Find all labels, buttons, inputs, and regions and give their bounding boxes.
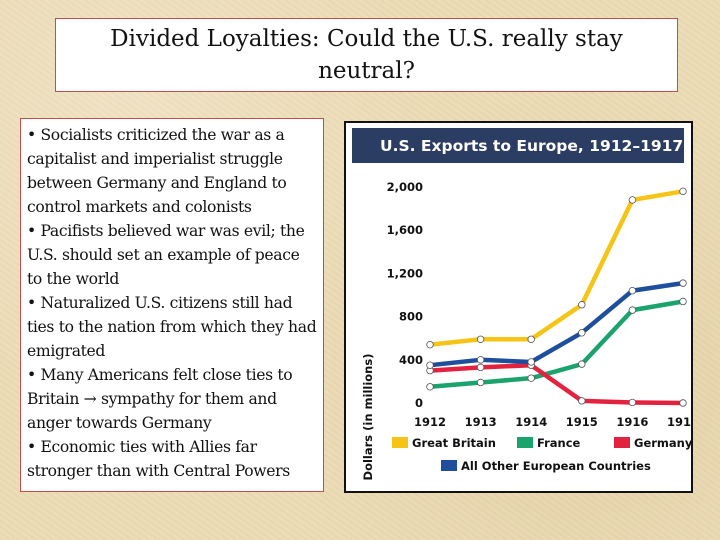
legend-label: France [537, 436, 581, 450]
legend-swatch [517, 437, 533, 448]
y-tick-label: 1,200 [387, 266, 423, 280]
chart-frame: U.S. Exports to Europe, 1912–1917 Dollar… [344, 121, 693, 493]
series-line-great-britain [427, 189, 686, 347]
y-tick-label: 400 [399, 353, 423, 367]
chart-title: U.S. Exports to Europe, 1912–1917 [380, 136, 684, 155]
data-point-germany [628, 398, 637, 407]
export-line-chart: Dollars (in millions) 0 400 800 1,200 1,600 2… [361, 180, 691, 481]
data-point-germany [578, 397, 586, 405]
legend-label: All Other European Countries [461, 459, 651, 473]
data-point-great-britain [426, 340, 434, 349]
data-point-france [426, 383, 434, 391]
data-point-great-britain [628, 196, 637, 204]
bullet-4: • Many Americans felt close ties to Brit… [27, 366, 293, 432]
y-tick-label: 2,000 [387, 180, 423, 194]
bullet-5: • Economic ties with Allies far stronger… [27, 438, 290, 480]
x-tick-label: 1917 [667, 415, 691, 429]
series-line-france [427, 299, 686, 390]
data-point-great-britain [679, 187, 687, 196]
data-point-all-other-european-countries [628, 286, 637, 295]
data-point-great-britain [476, 335, 485, 343]
bullet-1: • Socialists criticized the war as a cap… [27, 126, 287, 216]
data-point-france [628, 306, 637, 314]
chart-title-bar: U.S. Exports to Europe, 1912–1917 [352, 128, 684, 163]
data-point-all-other-european-countries [426, 361, 434, 369]
data-point-all-other-european-countries [679, 279, 687, 287]
series-line-germany [427, 362, 686, 406]
data-point-germany [679, 399, 687, 407]
bullet-2: • Pacifists believed war was evil; the U… [27, 222, 305, 288]
slide-title-box: Divided Loyalties: Could the U.S. really… [55, 18, 678, 92]
slide-title: Divided Loyalties: Could the U.S. really… [110, 26, 623, 84]
data-point-france [527, 374, 535, 382]
y-axis-label: Dollars (in millions) [361, 354, 375, 481]
legend-label: Germany [634, 436, 691, 450]
y-tick-label: 0 [415, 396, 423, 410]
x-tick-label: 1914 [515, 415, 547, 429]
data-point-france [476, 378, 485, 387]
y-tick-label: 1,600 [387, 223, 423, 237]
legend-swatch [614, 437, 630, 448]
legend-swatch [392, 437, 408, 448]
x-tick-label: 1913 [465, 415, 497, 429]
bullet-3: • Naturalized U.S. citizens still had ti… [27, 294, 317, 360]
legend-swatch [441, 460, 457, 471]
data-point-great-britain [527, 335, 535, 343]
y-tick-label: 800 [399, 310, 423, 324]
x-tick-label: 1916 [616, 415, 648, 429]
bullet-text-box: • Socialists criticized the war as a cap… [20, 118, 324, 492]
data-point-all-other-european-countries [578, 329, 586, 337]
data-point-great-britain [578, 301, 586, 309]
series-line-all-other-european-countries [427, 280, 686, 368]
x-tick-label: 1912 [414, 415, 446, 429]
data-point-germany [476, 363, 485, 372]
data-point-all-other-european-countries [527, 358, 535, 366]
legend-label: Great Britain [412, 436, 496, 450]
x-tick-label: 1915 [566, 415, 598, 429]
data-point-france [578, 360, 586, 368]
data-point-all-other-european-countries [476, 356, 485, 364]
data-point-france [679, 297, 687, 306]
